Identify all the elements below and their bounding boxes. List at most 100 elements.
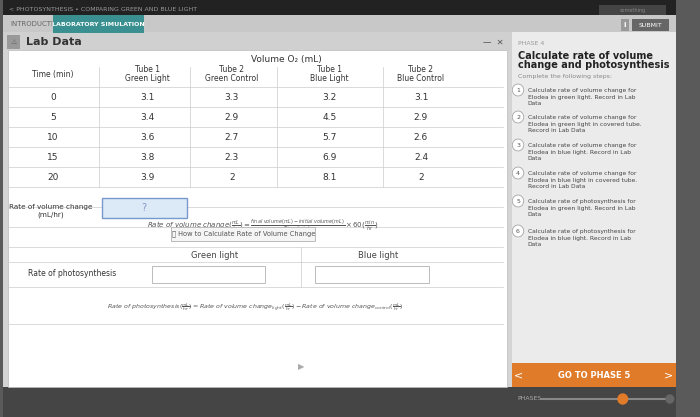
Text: Blue light: Blue light	[358, 251, 398, 259]
Text: 0: 0	[50, 93, 56, 101]
FancyBboxPatch shape	[512, 32, 676, 387]
Text: i: i	[624, 22, 626, 28]
Text: 3.1: 3.1	[140, 93, 154, 101]
Text: 3.4: 3.4	[140, 113, 154, 121]
Text: INTRODUCTION: INTRODUCTION	[10, 21, 64, 27]
FancyBboxPatch shape	[512, 363, 676, 387]
Text: ▶: ▶	[298, 362, 304, 372]
Text: 2.9: 2.9	[414, 113, 428, 121]
Text: Blue Light: Blue Light	[310, 73, 349, 83]
Text: Blue Control: Blue Control	[398, 73, 444, 83]
Text: 4: 4	[516, 171, 520, 176]
Text: 10: 10	[47, 133, 59, 141]
Text: change and photosynthesis: change and photosynthesis	[518, 60, 669, 70]
Text: 8.1: 8.1	[323, 173, 337, 181]
Text: Tube 1: Tube 1	[317, 65, 342, 73]
FancyBboxPatch shape	[3, 0, 675, 417]
Text: 3.1: 3.1	[414, 93, 428, 101]
Text: 3.9: 3.9	[140, 173, 154, 181]
Text: Green Control: Green Control	[205, 73, 258, 83]
Text: Tube 2: Tube 2	[409, 65, 433, 73]
Text: 3.2: 3.2	[323, 93, 337, 101]
Text: 5: 5	[50, 113, 56, 121]
Text: 3.6: 3.6	[140, 133, 154, 141]
Text: 6: 6	[516, 229, 520, 234]
Text: Calculate rate of volume: Calculate rate of volume	[518, 51, 653, 61]
Text: Calculate rate of volume change for
Elodea in blue light in covered tube.
Record: Calculate rate of volume change for Elod…	[528, 171, 637, 189]
Text: < PHOTOSYNTHESIS • COMPARING GREEN AND BLUE LIGHT: < PHOTOSYNTHESIS • COMPARING GREEN AND B…	[9, 7, 197, 12]
Text: 2.9: 2.9	[225, 113, 239, 121]
Text: Calculate rate of volume change for
Elodea in blue light. Record in Lab
Data: Calculate rate of volume change for Elod…	[528, 143, 636, 161]
Text: PHASE 4: PHASE 4	[518, 40, 545, 45]
FancyBboxPatch shape	[598, 5, 666, 15]
Circle shape	[512, 84, 524, 96]
Text: Green light: Green light	[191, 251, 238, 259]
Text: 4.5: 4.5	[323, 113, 337, 121]
Text: 5: 5	[516, 198, 520, 203]
Text: Calculate rate of volume change for
Elodea in green light. Record in Lab
Data: Calculate rate of volume change for Elod…	[528, 88, 636, 106]
FancyBboxPatch shape	[3, 32, 512, 50]
Text: Rate of volume change: Rate of volume change	[9, 204, 93, 210]
Text: 6.9: 6.9	[323, 153, 337, 161]
Circle shape	[512, 195, 524, 207]
Circle shape	[512, 111, 524, 123]
Text: Calculate rate of photosynthesis for
Elodea in green light. Record in Lab
Data: Calculate rate of photosynthesis for Elo…	[528, 199, 636, 217]
Text: <: <	[514, 370, 524, 380]
Text: 2: 2	[516, 115, 520, 120]
Text: Tube 2: Tube 2	[219, 65, 244, 73]
Text: 2.3: 2.3	[225, 153, 239, 161]
FancyBboxPatch shape	[3, 0, 675, 17]
Text: Calculate rate of volume change for
Elodea in green light in covered tube.
Recor: Calculate rate of volume change for Elod…	[528, 115, 641, 133]
Text: —  ✕: — ✕	[484, 38, 504, 47]
FancyBboxPatch shape	[621, 19, 629, 31]
Text: 3: 3	[516, 143, 520, 148]
Text: 2: 2	[418, 173, 424, 181]
Text: LABORATORY SIMULATION: LABORATORY SIMULATION	[52, 22, 144, 27]
Text: Volume O₂ (mL): Volume O₂ (mL)	[251, 55, 322, 63]
Text: Lab Data: Lab Data	[26, 37, 82, 47]
Circle shape	[512, 225, 524, 237]
Circle shape	[512, 139, 524, 151]
Text: 20: 20	[48, 173, 59, 181]
Text: PHASES: PHASES	[517, 397, 541, 402]
FancyBboxPatch shape	[315, 266, 428, 283]
Text: 1: 1	[516, 88, 520, 93]
Text: $\mathit{Rate\ of\ volume\ change}(\frac{mL}{hr}) = \frac{final\ volume(mL) - in: $\mathit{Rate\ of\ volume\ change}(\frac…	[147, 217, 378, 233]
FancyBboxPatch shape	[171, 227, 315, 241]
Circle shape	[618, 394, 628, 404]
Text: Rate of photosynthesis: Rate of photosynthesis	[28, 269, 116, 279]
Text: (mL/hr): (mL/hr)	[38, 212, 64, 218]
Text: Green Light: Green Light	[125, 73, 169, 83]
Text: $\mathit{Rate\ of\ photosynthesis}(\frac{mL}{hr}) = \mathit{Rate\ of\ volume\ ch: $\mathit{Rate\ of\ photosynthesis}(\frac…	[107, 301, 404, 313]
Text: Calculate rate of photosynthesis for
Elodea in blue light. Record in Lab
Data: Calculate rate of photosynthesis for Elo…	[528, 229, 636, 247]
Text: 3.3: 3.3	[225, 93, 239, 101]
Text: 🏷 How to Calculate Rate of Volume Change: 🏷 How to Calculate Rate of Volume Change	[172, 231, 315, 237]
Circle shape	[512, 167, 524, 179]
Text: GO TO PHASE 5: GO TO PHASE 5	[558, 370, 630, 379]
FancyBboxPatch shape	[8, 50, 507, 387]
FancyBboxPatch shape	[3, 15, 675, 33]
Text: Complete the following steps:: Complete the following steps:	[518, 73, 612, 78]
Text: ?: ?	[141, 203, 147, 213]
Text: 2.4: 2.4	[414, 153, 428, 161]
FancyBboxPatch shape	[152, 266, 265, 283]
FancyBboxPatch shape	[53, 15, 144, 33]
FancyBboxPatch shape	[102, 198, 186, 218]
FancyBboxPatch shape	[632, 19, 669, 31]
Circle shape	[666, 395, 673, 403]
Text: 2.6: 2.6	[414, 133, 428, 141]
Text: 3.8: 3.8	[140, 153, 154, 161]
Text: Time (min): Time (min)	[32, 70, 74, 78]
Text: 2.7: 2.7	[225, 133, 239, 141]
Text: 5.7: 5.7	[323, 133, 337, 141]
Text: something: something	[620, 8, 645, 13]
Text: >: >	[664, 370, 673, 380]
FancyBboxPatch shape	[3, 0, 675, 387]
FancyBboxPatch shape	[7, 35, 20, 49]
Text: Tube 1: Tube 1	[134, 65, 160, 73]
Text: ⚠: ⚠	[10, 39, 17, 45]
Text: SUBMIT: SUBMIT	[638, 23, 662, 28]
Text: 2: 2	[229, 173, 234, 181]
FancyBboxPatch shape	[3, 387, 675, 417]
Text: 15: 15	[47, 153, 59, 161]
